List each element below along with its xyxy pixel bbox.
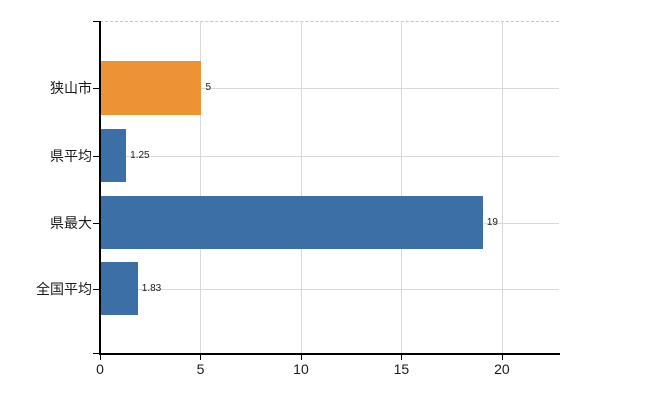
category-label: 県最大 <box>50 214 92 231</box>
gridline-vertical <box>501 21 503 354</box>
category-label: 県平均 <box>50 147 92 164</box>
bar-value-label: 19 <box>486 216 498 228</box>
bar-value-label: 1.25 <box>130 149 150 161</box>
gridline-horizontal <box>100 288 559 290</box>
x-axis-tick <box>300 355 302 360</box>
category-label: 全国平均 <box>36 280 92 297</box>
gridline-vertical <box>401 21 403 354</box>
y-axis-tick <box>93 353 99 354</box>
category-label: 狭山市 <box>50 80 92 96</box>
gridline-horizontal <box>100 88 559 89</box>
x-axis-tick-label: 15 <box>393 361 410 377</box>
x-axis-tick <box>501 355 503 360</box>
gridline-horizontal <box>100 155 559 157</box>
gridline-vertical <box>300 21 302 354</box>
bar <box>101 128 127 183</box>
x-axis-tick <box>401 355 403 360</box>
bar <box>101 61 202 115</box>
y-axis-line <box>99 21 101 354</box>
x-axis-tick-label: 10 <box>293 361 309 377</box>
plot-top-border <box>100 21 559 22</box>
x-axis-tick <box>100 355 101 360</box>
y-axis-tick <box>93 21 99 22</box>
bar <box>101 261 138 316</box>
bar-value-label: 1.83 <box>141 282 162 294</box>
x-axis-tick-label: 5 <box>196 361 205 377</box>
y-axis-tick <box>93 88 99 89</box>
gridline-vertical <box>200 21 202 354</box>
y-axis-tick <box>93 222 99 224</box>
x-axis-tick <box>200 355 202 360</box>
bar-value-label: 5 <box>205 82 212 93</box>
x-axis-tick-label: 20 <box>494 361 510 377</box>
bar <box>101 195 483 250</box>
x-axis-line <box>99 353 560 355</box>
y-axis-tick <box>93 155 99 157</box>
x-axis-tick-label: 0 <box>96 361 104 377</box>
y-axis-tick <box>93 288 99 290</box>
